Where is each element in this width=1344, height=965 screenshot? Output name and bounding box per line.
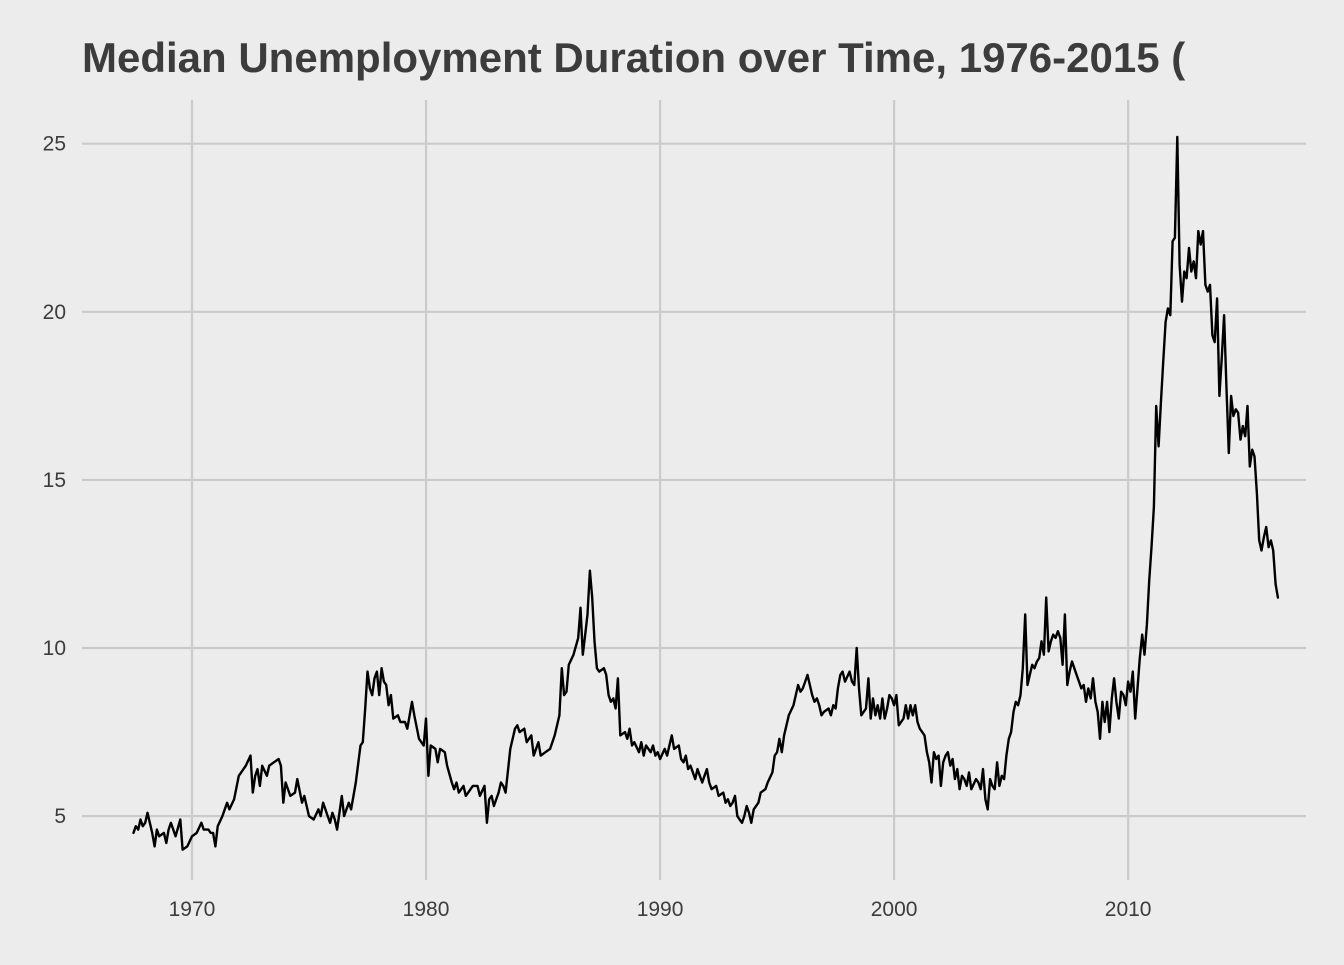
chart-title: Median Unemployment Duration over Time, …: [82, 34, 1185, 81]
y-tick-label: 5: [54, 805, 66, 828]
x-tick-label: 2000: [871, 898, 918, 921]
x-tick-label: 1990: [637, 898, 684, 921]
x-tick-label: 2010: [1105, 898, 1152, 921]
y-tick-label: 15: [43, 469, 66, 492]
x-tick-label: 1970: [169, 898, 216, 921]
y-tick-label: 20: [43, 301, 66, 324]
y-tick-label: 25: [43, 133, 66, 156]
x-tick-label: 1980: [403, 898, 450, 921]
y-tick-label: 10: [43, 637, 66, 660]
